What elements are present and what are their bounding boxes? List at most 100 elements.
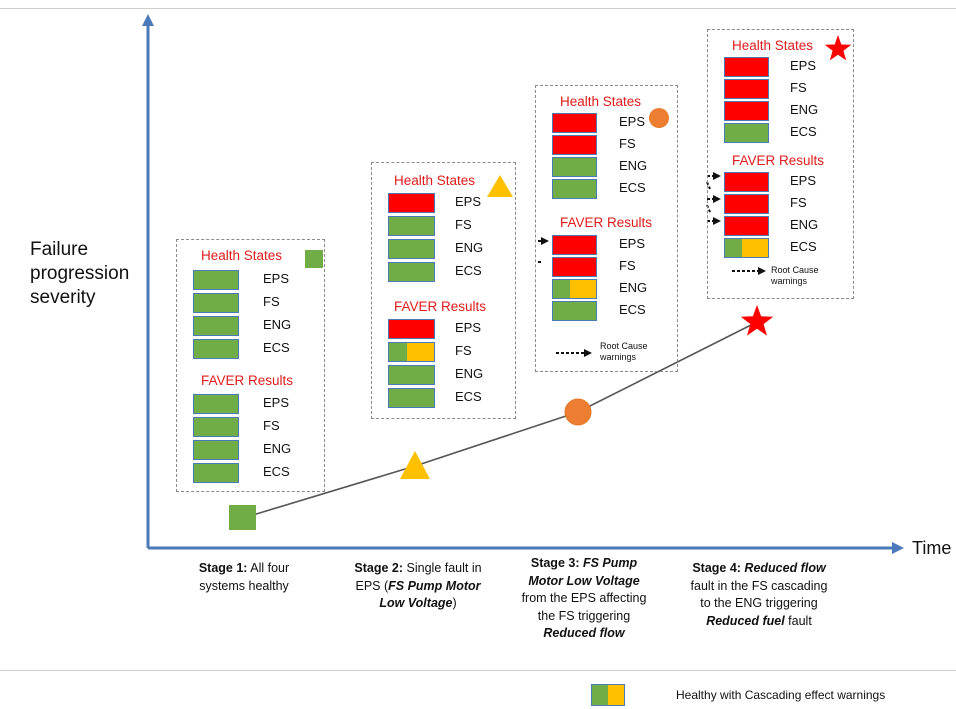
faver-row-ecs: ECS: [724, 238, 844, 258]
faver-row-label: ECS: [619, 302, 646, 317]
faver-row-eps: EPS: [388, 319, 508, 339]
health-row-fs: FS: [724, 79, 844, 99]
health-row-fs: FS: [193, 293, 313, 313]
health-row-label: ECS: [455, 263, 482, 278]
x-axis-label: Time: [912, 538, 952, 558]
stage-caption-text: Reduced fuel: [706, 613, 785, 628]
status-red-fill: [725, 173, 768, 191]
health-row-ecs: ECS: [388, 262, 508, 282]
stage4-panel: Health States EPS FS ENG ECS FAVER Results EPS…: [707, 29, 854, 299]
faver-status-box: [193, 394, 239, 414]
health-row-fs: FS: [552, 135, 672, 155]
faver-row-label: ECS: [790, 239, 817, 254]
stage2-yellow-triangle-marker: [400, 451, 430, 479]
faver-status-box: [724, 238, 769, 258]
stage2-panel: Health States EPS FS ENG ECS FAVER Results EPS…: [371, 162, 516, 419]
stage-caption-text: fault in the FS cascading to the ENG tri…: [690, 578, 828, 611]
faver-row-ecs: ECS: [193, 463, 313, 483]
legend-text: Healthy with Cascading effect warnings: [676, 688, 886, 702]
status-green-fill: [725, 124, 768, 142]
faver-row-label: EPS: [263, 395, 290, 410]
faver-row-fs: FS: [193, 417, 313, 437]
status-red-fill: [725, 102, 768, 120]
faver-status-box: [724, 172, 769, 192]
status-green-fill: [194, 340, 238, 358]
status-green-fill: [194, 294, 238, 312]
health-row-label: ENG: [790, 102, 819, 117]
progression-line: [242, 321, 758, 519]
faver-status-box: [552, 301, 597, 321]
faver-row-eps: EPS: [724, 172, 844, 192]
faver-row-eng: ENG: [193, 440, 313, 460]
stage3-caption: Stage 3: FS Pump Motor Low Voltage from …: [516, 555, 652, 643]
status-red-fill: [553, 136, 596, 154]
health-row-label: ENG: [619, 158, 648, 173]
health-row-fs: FS: [388, 216, 508, 236]
status-red-fill: [553, 114, 596, 132]
panel3-root-cause-arrows: [538, 237, 592, 357]
health-row-label: ECS: [790, 124, 817, 139]
health-row-label: EPS: [619, 114, 646, 129]
health-row-eps: EPS: [724, 57, 844, 77]
health-status-box: [388, 262, 435, 282]
faver-status-box: [388, 342, 435, 362]
health-row-eng: ENG: [193, 316, 313, 336]
stage-caption-text: fault: [784, 613, 812, 628]
faver-row-label: ENG: [790, 217, 819, 232]
health-row-eng: ENG: [552, 157, 672, 177]
health-row-eps: EPS: [193, 270, 313, 290]
stage-caption-text: ): [452, 596, 457, 610]
health-row-label: FS: [619, 136, 636, 151]
health-title: Health States: [201, 248, 283, 263]
status-green-fill: [194, 317, 238, 335]
faver-row-label: EPS: [790, 173, 817, 188]
faver-status-box: [552, 257, 597, 277]
status-red-fill: [389, 194, 434, 212]
health-status-box: [388, 216, 435, 236]
y-axis-label-line: severity: [30, 287, 96, 308]
health-status-box: [552, 157, 597, 177]
health-row-label: FS: [263, 294, 280, 309]
faver-row-eng: ENG: [552, 279, 672, 299]
status-green-part: [389, 343, 407, 361]
health-row-eps: EPS: [388, 193, 508, 213]
panel1-green-square-symbol: [305, 250, 323, 268]
health-row-label: EPS: [263, 271, 290, 286]
faver-row-label: FS: [790, 195, 807, 210]
status-yellow-part: [407, 343, 434, 361]
health-status-box: [552, 135, 597, 155]
faver-row-label: FS: [455, 343, 472, 358]
health-status-box: [724, 79, 769, 99]
stage-caption-text: Stage 4:: [692, 561, 745, 575]
faver-row-label: ECS: [263, 464, 290, 479]
faver-title: FAVER Results: [394, 299, 487, 314]
health-row-label: EPS: [455, 194, 482, 209]
stage-caption-text: Reduced flow: [744, 561, 826, 575]
health-row-label: EPS: [790, 58, 817, 73]
health-row-ecs: ECS: [193, 339, 313, 359]
status-green-fill: [389, 389, 434, 407]
faver-row-eng: ENG: [388, 365, 508, 385]
faver-status-box: [724, 194, 769, 214]
status-green-fill: [194, 464, 238, 482]
faver-row-label: ENG: [619, 280, 648, 295]
stage1-panel: Health States EPS FS ENG ECS FAVER Results EPS…: [176, 239, 325, 492]
status-green-part: [553, 280, 571, 298]
status-red-fill: [725, 58, 768, 76]
health-row-label: FS: [790, 80, 807, 95]
stage3-orange-circle-marker: [564, 398, 592, 426]
health-status-box: [388, 239, 435, 259]
faver-status-box: [724, 216, 769, 236]
stage-caption-text: Stage 1:: [198, 561, 248, 575]
status-red-fill: [725, 195, 768, 213]
health-status-box: [193, 316, 239, 336]
health-title: Health States: [394, 173, 476, 188]
stage1-caption: Stage 1: All four systems healthy: [180, 560, 308, 595]
health-row-eps: EPS: [552, 113, 672, 133]
faver-row-label: FS: [619, 258, 636, 273]
health-row-label: FS: [455, 217, 472, 232]
status-green-fill: [194, 441, 238, 459]
stage-caption-text: Single fault in EPS (: [355, 561, 482, 593]
root-cause-warnings-note: Root Cause warnings: [600, 341, 648, 362]
